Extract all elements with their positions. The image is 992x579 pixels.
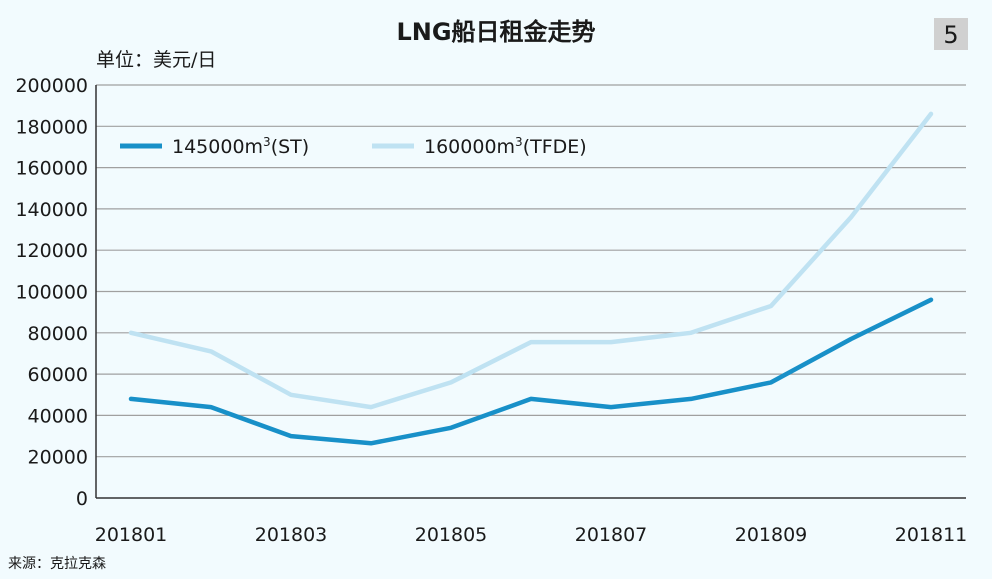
x-axis-ticks: 201801 201803 201805 201807 201809 201811: [95, 524, 968, 546]
x-tick-label-201801: 201801: [95, 524, 168, 546]
badge-background: [934, 18, 968, 50]
x-tick-label-201809: 201809: [735, 524, 808, 546]
chart-number-badge: 5: [943, 21, 958, 49]
series-line-160000m-tfde: [128, 111, 934, 410]
y-tick-label-100000: 100000: [15, 282, 88, 304]
y-tick-label-180000: 180000: [15, 116, 88, 138]
unit-label: 单位：美元/日: [96, 49, 216, 71]
x-tick-label-201811: 201811: [895, 524, 968, 546]
legend-label-160000-tfde: 160000m3(TFDE): [424, 135, 587, 158]
chart-title: LNG船日租金走势: [396, 18, 595, 46]
y-tick-label-80000: 80000: [28, 323, 88, 345]
y-tick-label-0: 0: [76, 488, 88, 510]
y-tick-label-120000: 120000: [15, 240, 88, 262]
y-tick-label-160000: 160000: [15, 158, 88, 180]
y-tick-label-200000: 200000: [15, 75, 88, 97]
y-tick-label-40000: 40000: [28, 405, 88, 427]
x-tick-label-201803: 201803: [255, 524, 328, 546]
x-tick-label-201807: 201807: [575, 524, 648, 546]
source-note: 来源：克拉克森: [8, 556, 106, 572]
series-line-145000m-st: [128, 297, 934, 446]
grid-lines: [95, 84, 966, 499]
x-tick-label-201805: 201805: [415, 524, 488, 546]
legend-label-145000-st: 145000m3(ST): [172, 135, 309, 158]
legend: 145000m3(ST) 160000m3(TFDE): [120, 135, 587, 158]
y-axis-ticks: 0 20000 40000 60000 80000 100000 120000 140000 1…: [15, 75, 88, 510]
y-tick-label-60000: 60000: [28, 364, 88, 386]
y-tick-label-20000: 20000: [28, 447, 88, 469]
series-lines: [128, 111, 934, 446]
y-tick-label-140000: 140000: [15, 199, 88, 221]
